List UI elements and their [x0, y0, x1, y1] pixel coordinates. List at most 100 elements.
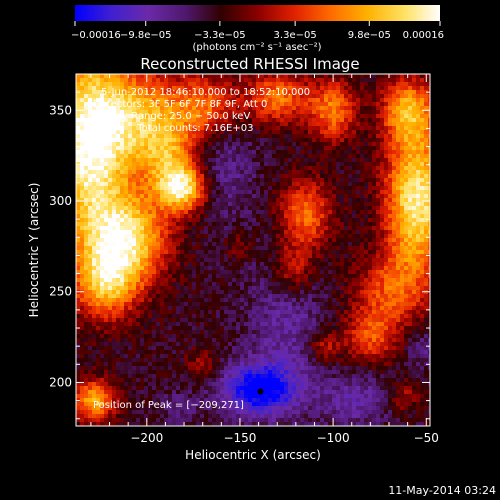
heatmap-cell: [288, 278, 293, 283]
heatmap-cell: [348, 106, 353, 111]
heatmap-cell: [220, 94, 225, 99]
heatmap-cell: [320, 266, 325, 271]
heatmap-cell: [168, 114, 173, 119]
heatmap-cell: [292, 258, 297, 263]
heatmap-cell: [336, 142, 341, 147]
heatmap-cell: [300, 106, 305, 111]
heatmap-cell: [424, 106, 429, 111]
heatmap-cell: [316, 82, 321, 87]
heatmap-cell: [376, 266, 381, 271]
heatmap-cell: [352, 90, 357, 95]
heatmap-cell: [268, 270, 273, 275]
heatmap-cell: [216, 146, 221, 151]
heatmap-cell: [320, 254, 325, 259]
heatmap-cell: [100, 206, 105, 211]
heatmap-cell: [180, 198, 185, 203]
heatmap-cell: [300, 230, 305, 235]
heatmap-cell: [356, 266, 361, 271]
heatmap-cell: [144, 278, 149, 283]
heatmap-cell: [348, 142, 353, 147]
heatmap-cell: [196, 262, 201, 267]
heatmap-cell: [336, 258, 341, 263]
heatmap-cell: [220, 146, 225, 151]
heatmap-cell: [132, 150, 137, 155]
heatmap-cell: [416, 266, 421, 271]
heatmap-cell: [276, 170, 281, 175]
heatmap-cell: [272, 138, 277, 143]
heatmap-cell: [216, 242, 221, 247]
heatmap-cell: [364, 282, 369, 287]
heatmap-cell: [420, 278, 425, 283]
heatmap-cell: [288, 78, 293, 83]
heatmap-cell: [152, 78, 157, 83]
heatmap-cell: [420, 154, 425, 159]
heatmap-cell: [196, 218, 201, 223]
heatmap-cell: [120, 274, 125, 279]
heatmap-cell: [124, 238, 129, 243]
heatmap-cell: [364, 82, 369, 87]
heatmap-cell: [252, 82, 257, 87]
heatmap-cell: [112, 174, 117, 179]
heatmap-cell: [364, 114, 369, 119]
heatmap-cell: [420, 270, 425, 275]
heatmap-cell: [200, 286, 205, 291]
heatmap-cell: [364, 158, 369, 163]
heatmap-cell: [384, 130, 389, 135]
heatmap-cell: [276, 246, 281, 251]
heatmap-cell: [360, 126, 365, 131]
heatmap-cell: [232, 118, 237, 123]
heatmap-cell: [424, 262, 429, 267]
heatmap-cell: [204, 122, 209, 127]
heatmap-cell: [396, 122, 401, 127]
heatmap-cell: [236, 222, 241, 227]
heatmap-cell: [396, 174, 401, 179]
heatmap-cell: [236, 294, 241, 299]
heatmap-cell: [312, 258, 317, 263]
heatmap-cell: [204, 154, 209, 159]
heatmap-cell: [212, 134, 217, 139]
heatmap-cell: [328, 194, 333, 199]
heatmap-cell: [204, 202, 209, 207]
heatmap-cell: [396, 162, 401, 167]
heatmap-cell: [428, 138, 430, 143]
heatmap-cell: [128, 166, 133, 171]
heatmap-cell: [328, 198, 333, 203]
heatmap-cell: [336, 150, 341, 155]
heatmap-cell: [264, 218, 269, 223]
heatmap-cell: [256, 110, 261, 115]
heatmap-cell: [384, 122, 389, 127]
heatmap-cell: [372, 258, 377, 263]
heatmap-cell: [200, 206, 205, 211]
heatmap-cell: [392, 114, 397, 119]
colorbar-tick-label: −0.00016: [71, 30, 121, 41]
heatmap-cell: [80, 86, 85, 91]
heatmap-cell: [84, 130, 89, 135]
heatmap-cell: [124, 114, 129, 119]
heatmap-cell: [232, 186, 237, 191]
heatmap-cell: [308, 202, 313, 207]
heatmap-cell: [324, 138, 329, 143]
heatmap-cell: [340, 82, 345, 87]
heatmap-cell: [228, 102, 233, 107]
heatmap-cell: [92, 118, 97, 123]
heatmap-cell: [144, 106, 149, 111]
heatmap-cell: [220, 270, 225, 275]
heatmap-cell: [240, 254, 245, 259]
heatmap-cell: [388, 118, 393, 123]
heatmap-cell: [364, 94, 369, 99]
heatmap-cell: [316, 198, 321, 203]
heatmap-cell: [108, 202, 113, 207]
heatmap-cell: [188, 206, 193, 211]
heatmap-cell: [172, 274, 177, 279]
heatmap-cell: [216, 206, 221, 211]
heatmap-cell: [100, 90, 105, 95]
heatmap-cell: [168, 150, 173, 155]
heatmap-cell: [240, 266, 245, 271]
heatmap-cell: [292, 198, 297, 203]
heatmap-cell: [420, 86, 425, 91]
heatmap-cell: [244, 210, 249, 215]
heatmap-cell: [244, 118, 249, 123]
heatmap-cell: [276, 230, 281, 235]
heatmap-cell: [164, 90, 169, 95]
heatmap-cell: [320, 246, 325, 251]
